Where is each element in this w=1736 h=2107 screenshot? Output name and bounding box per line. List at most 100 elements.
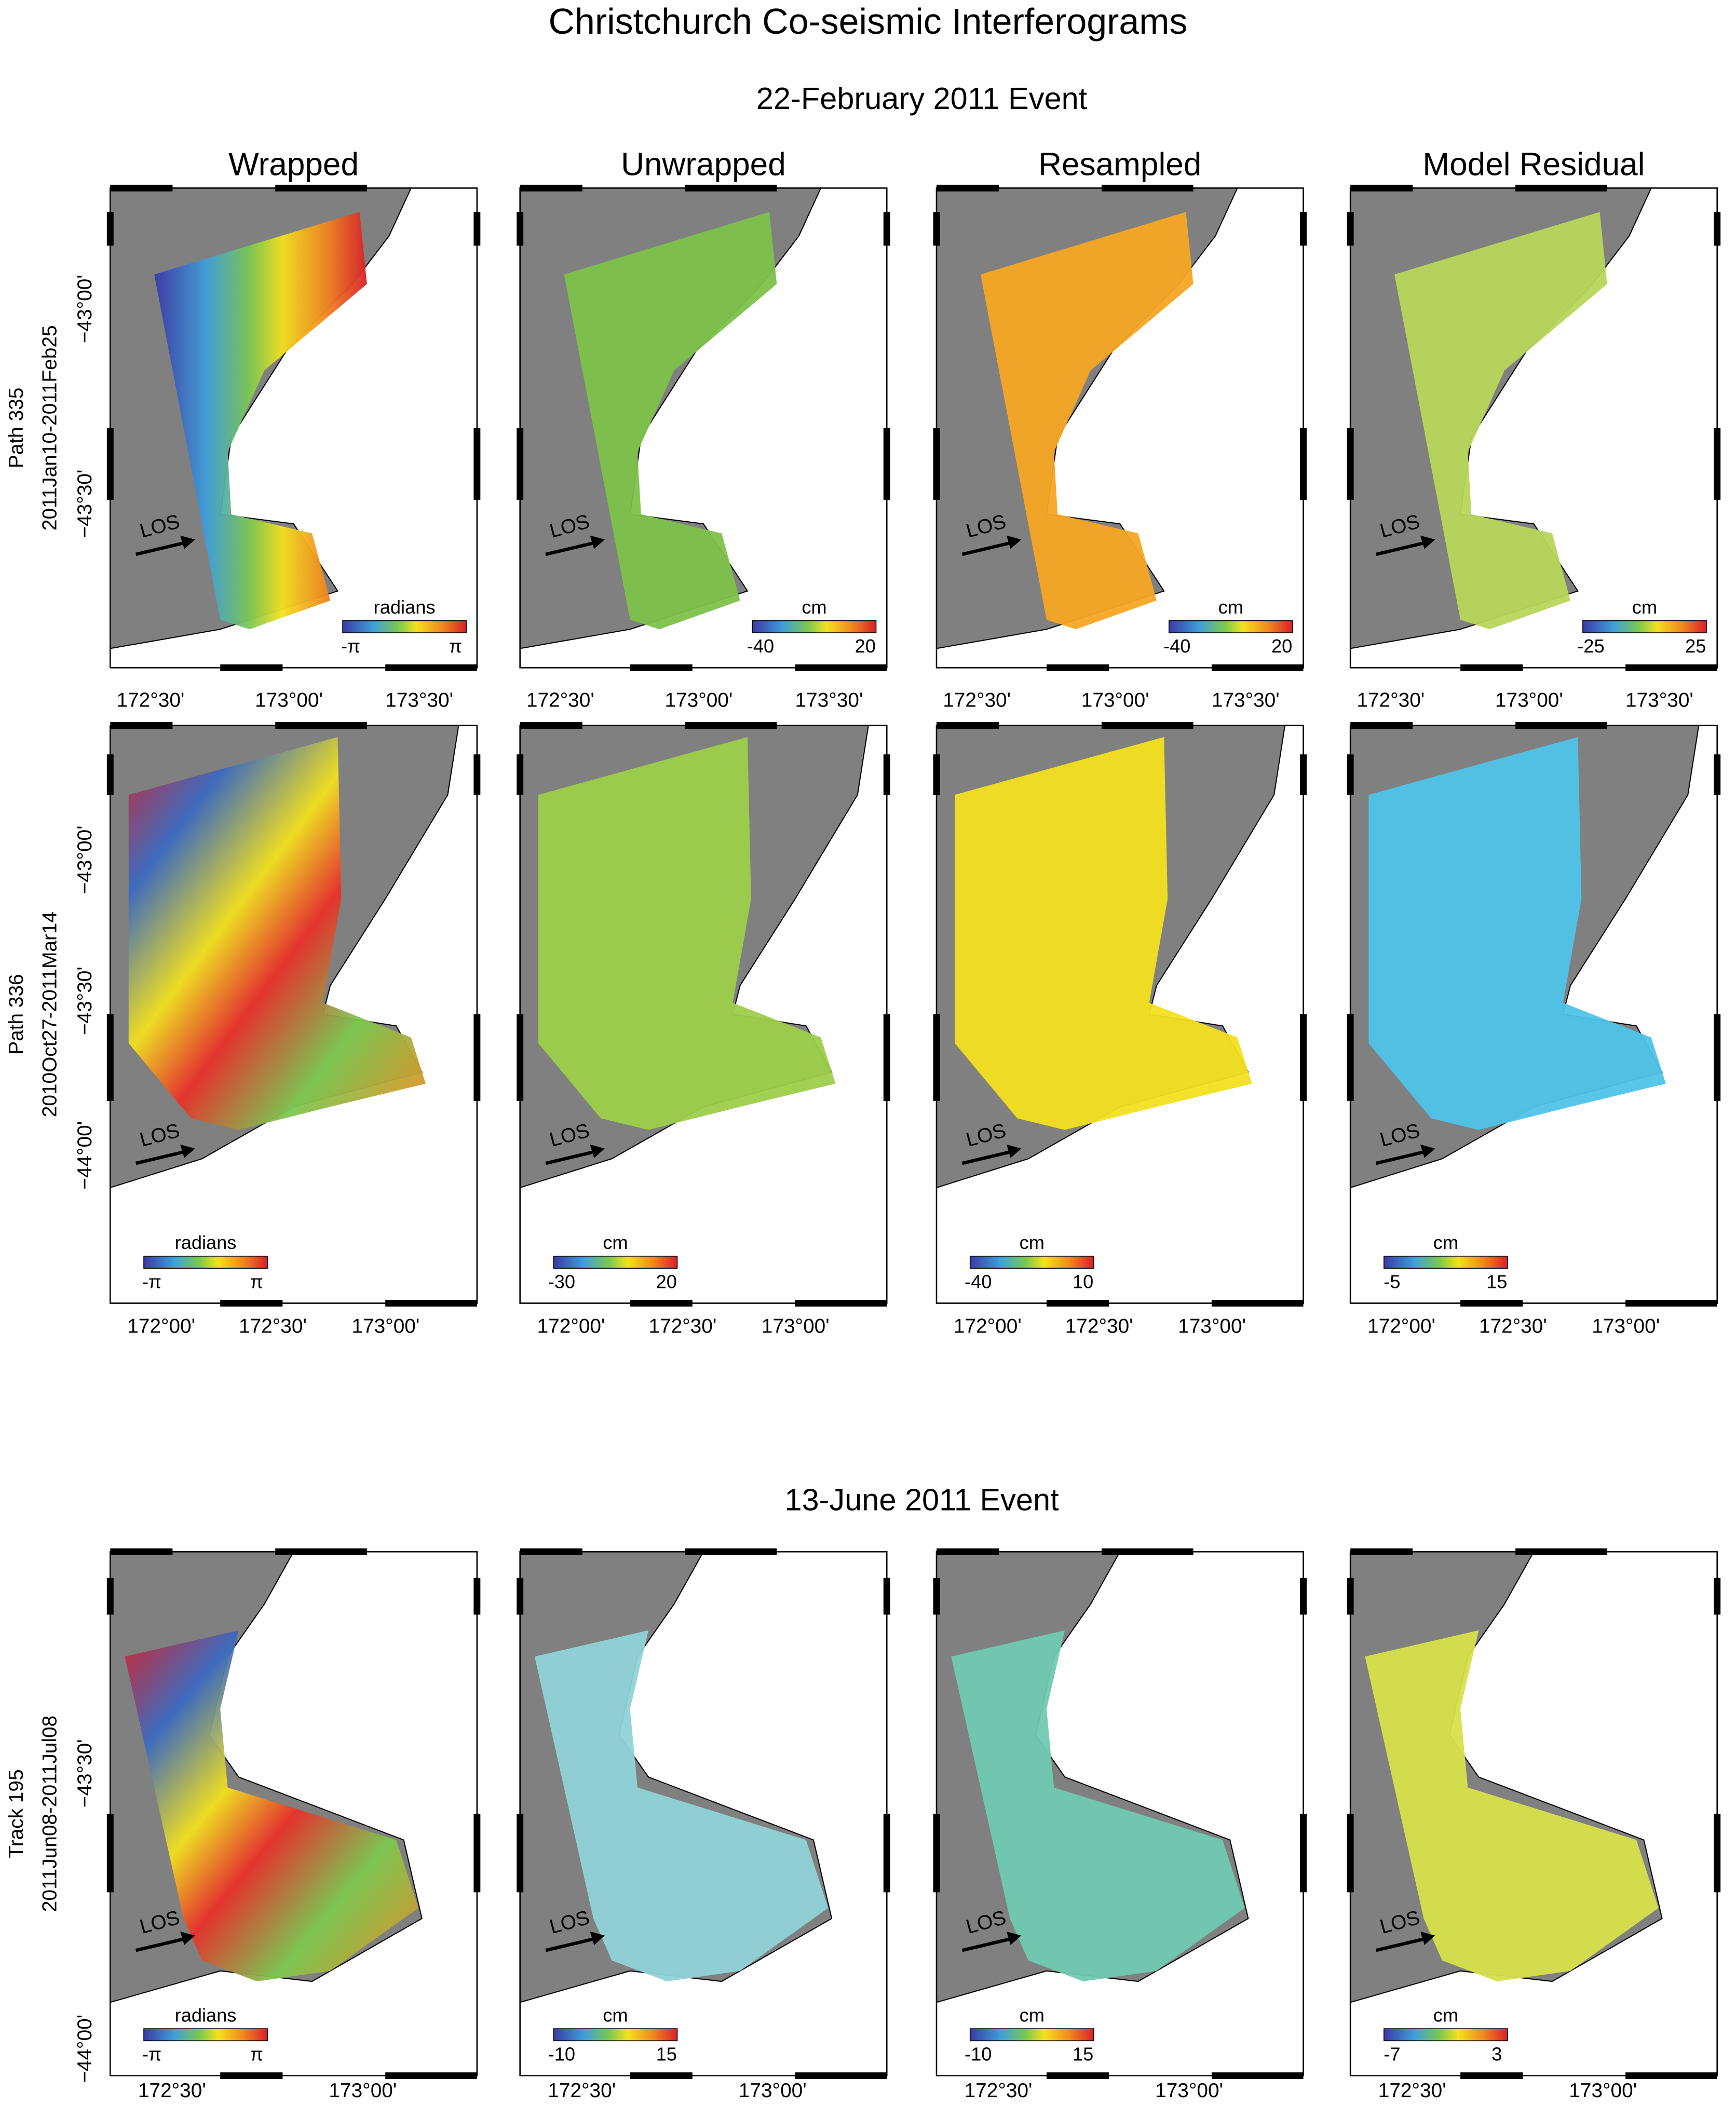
colorbar-unit: cm	[1632, 596, 1657, 618]
interferogram	[955, 737, 1252, 1130]
lon-tick-label: 173°00'	[1155, 2079, 1223, 2102]
lat-tick-label: −44°00'	[74, 2015, 96, 2083]
los-arrow	[545, 540, 598, 556]
colorbar-min: -10	[548, 2043, 575, 2064]
lon-tick-label: 173°00'	[762, 1315, 830, 1337]
los-arrow	[1375, 1149, 1428, 1165]
interferogram	[538, 737, 836, 1130]
row-dates: 2011Jun08-2011Jul08	[39, 1716, 61, 1912]
row-dates: 2010Oct27-2011Mar14	[39, 912, 61, 1117]
lon-tick-label: 172°30'	[526, 689, 594, 711]
colorbar-unit: cm	[1218, 596, 1243, 618]
lon-tick-label: 172°30'	[965, 2079, 1033, 2102]
los-arrow-head	[180, 535, 195, 549]
column-header: Wrapped	[228, 146, 359, 182]
los-arrow-head	[1420, 1931, 1435, 1945]
interferogram	[154, 212, 367, 630]
column-header: Unwrapped	[621, 146, 786, 182]
colorbar-max: π	[250, 2043, 263, 2064]
colorbar	[143, 1256, 268, 1269]
lon-tick-label: 172°00'	[954, 1315, 1022, 1337]
lon-tick-label: 172°30'	[1479, 1315, 1547, 1337]
los-arrow	[545, 1149, 598, 1165]
lon-tick-label: 172°00'	[127, 1315, 195, 1337]
colorbar-min: -25	[1577, 635, 1604, 657]
los-arrow-head	[1006, 1144, 1022, 1158]
los-arrow-head	[590, 1931, 605, 1945]
lon-tick-label: 172°30'	[116, 689, 184, 711]
colorbar-unit: radians	[175, 1232, 237, 1253]
colorbar-unit: radians	[175, 2004, 237, 2026]
interferogram	[951, 1630, 1245, 1982]
row-dates: 2011Jan10-2011Feb25	[39, 325, 61, 531]
interferogram	[128, 737, 426, 1130]
lon-tick-label: 172°00'	[537, 1315, 605, 1337]
lon-tick-label: 173°00'	[1178, 1315, 1246, 1337]
colorbar-min: -π	[341, 635, 360, 657]
figure-title: Christchurch Co-seismic Interferograms	[549, 1, 1188, 42]
lon-tick-label: 173°30'	[1625, 689, 1693, 711]
colorbar-max: 15	[1486, 1271, 1507, 1292]
los-arrow	[1375, 540, 1428, 556]
los-arrow	[961, 1149, 1014, 1165]
colorbar-max: 25	[1685, 635, 1706, 657]
colorbar	[1384, 1256, 1508, 1269]
los-arrow-head	[180, 1931, 195, 1945]
interferogram	[534, 1630, 829, 1982]
lat-tick-label: −43°30'	[74, 967, 96, 1035]
colorbar-max: 20	[855, 635, 876, 657]
colorbar-unit: cm	[1020, 1232, 1045, 1253]
lon-tick-label: 173°30'	[1212, 689, 1280, 711]
colorbar	[342, 620, 467, 633]
lat-tick-label: −44°00'	[74, 1121, 96, 1190]
interferogram	[125, 1630, 418, 1982]
lon-tick-label: 173°30'	[795, 689, 863, 711]
colorbar-min: -40	[747, 635, 774, 657]
lon-tick-label: 173°00'	[351, 1315, 419, 1337]
column-header: Model Residual	[1422, 146, 1645, 182]
los-arrow	[1375, 1936, 1428, 1952]
colorbar-max: 3	[1491, 2043, 1502, 2064]
lon-tick-label: 172°30'	[239, 1315, 307, 1337]
lon-tick-label: 172°30'	[943, 689, 1011, 711]
lon-tick-label: 173°00'	[664, 689, 733, 711]
colorbar	[1582, 620, 1707, 633]
los-arrow-head	[1420, 1144, 1435, 1158]
colorbar	[553, 2028, 678, 2042]
lon-tick-label: 173°00'	[1495, 689, 1563, 711]
colorbar-unit: cm	[603, 2004, 628, 2026]
los-arrow-head	[590, 535, 605, 549]
los-arrow	[545, 1936, 598, 1952]
column-header: Resampled	[1038, 146, 1201, 182]
colorbar	[1384, 2028, 1508, 2042]
colorbar-min: -30	[548, 1271, 575, 1292]
lon-tick-label: 173°00'	[739, 2079, 807, 2102]
interferogram	[980, 212, 1194, 630]
lon-tick-label: 173°00'	[1592, 1315, 1660, 1337]
los-arrow-head	[1006, 535, 1022, 549]
los-arrow	[961, 540, 1014, 556]
lon-tick-label: 172°30'	[1357, 689, 1425, 711]
los-arrow	[135, 540, 187, 556]
los-arrow	[135, 1936, 187, 1952]
colorbar-min: -π	[142, 1271, 161, 1292]
lon-tick-label: 173°00'	[1081, 689, 1149, 711]
lat-tick-label: −43°30'	[74, 470, 96, 538]
lon-tick-label: 172°30'	[548, 2079, 616, 2102]
colorbar-max: 20	[656, 1271, 677, 1292]
interferogram	[1394, 212, 1607, 630]
colorbar-max: 15	[1073, 2043, 1093, 2064]
los-arrow-head	[1006, 1931, 1022, 1945]
row-track: Path 335	[5, 388, 28, 468]
colorbar-unit: cm	[1433, 1232, 1458, 1253]
colorbar	[553, 1256, 678, 1269]
colorbar-min: -40	[965, 1271, 992, 1292]
